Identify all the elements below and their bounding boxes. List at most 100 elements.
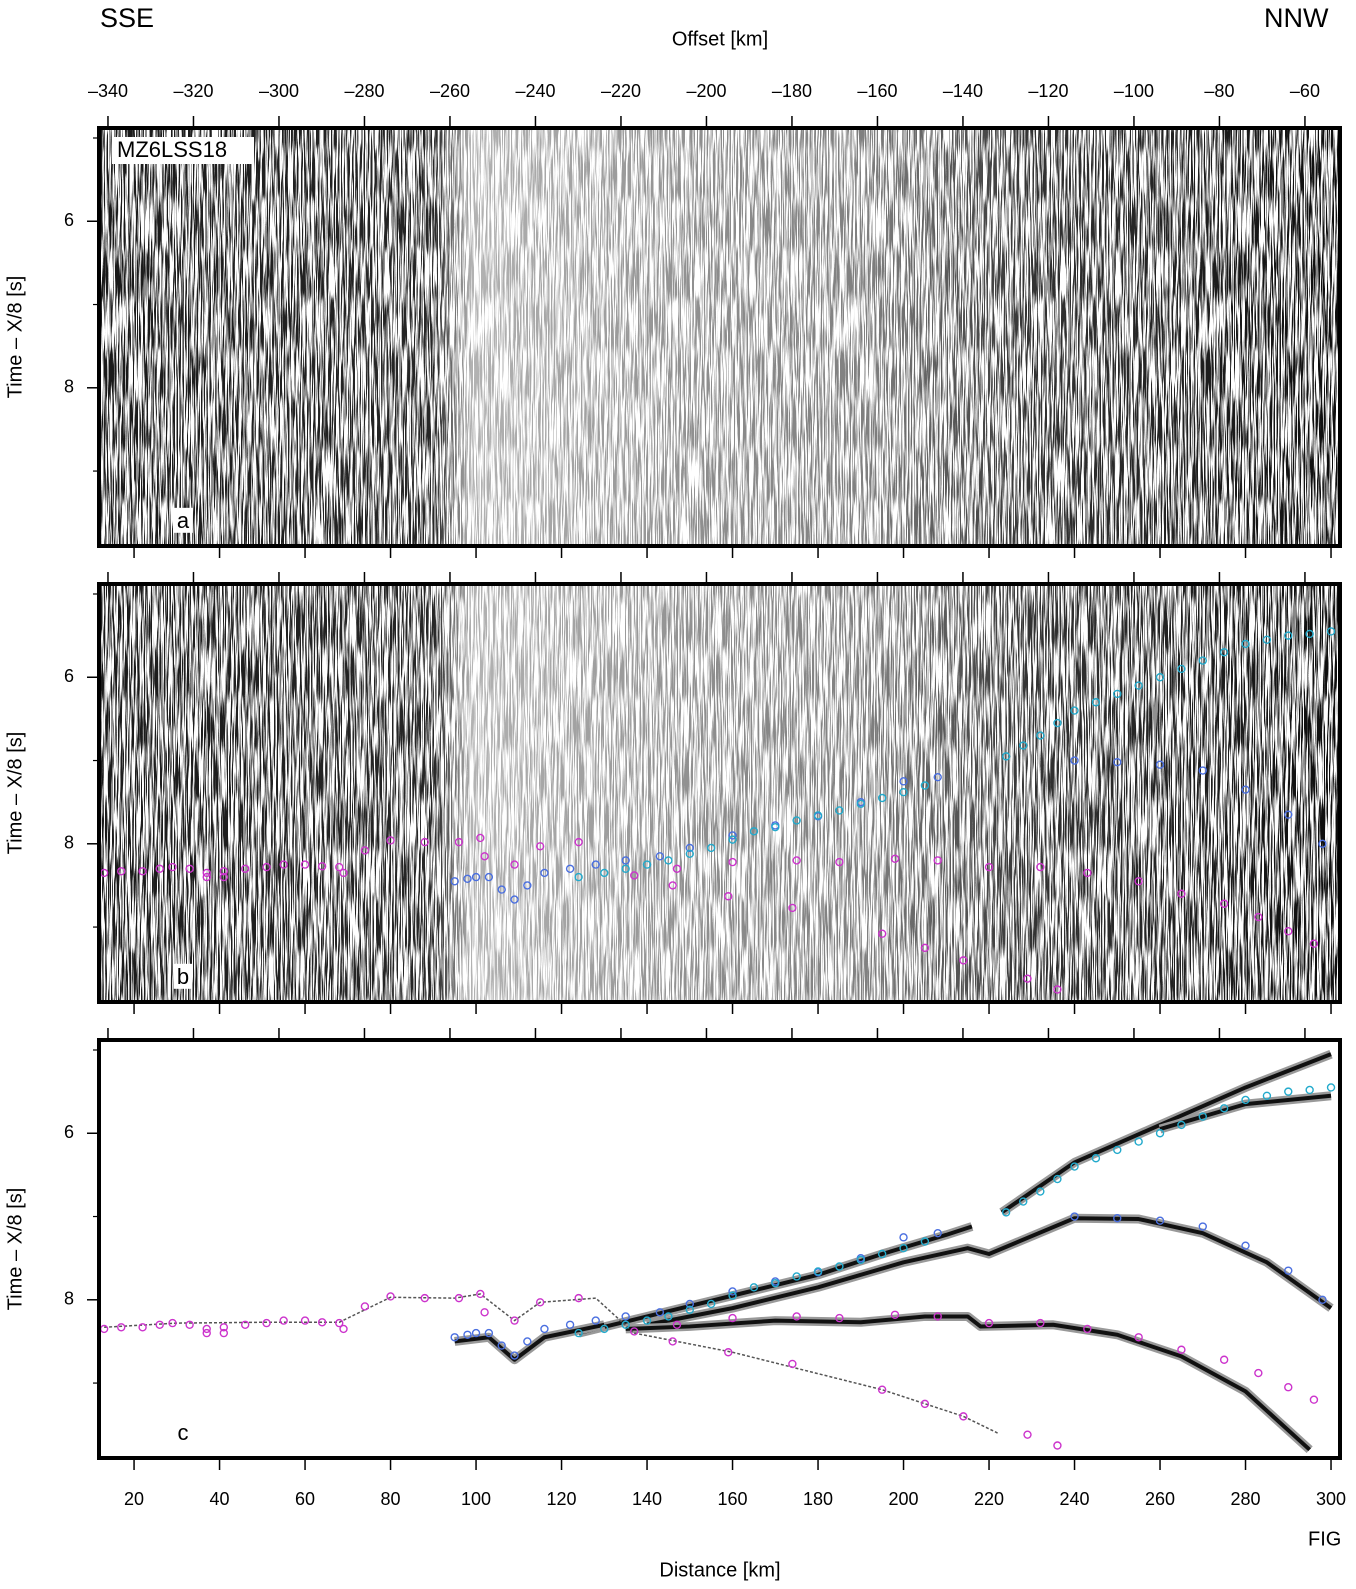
pick xyxy=(497,885,506,894)
pick xyxy=(1241,1241,1250,1250)
pick xyxy=(728,835,737,844)
pick xyxy=(1198,766,1207,775)
pick xyxy=(685,1299,694,1309)
pick xyxy=(1001,752,1011,761)
x2-tick-label: –60 xyxy=(1290,81,1320,101)
pick xyxy=(535,1298,545,1307)
pick xyxy=(1070,1162,1079,1171)
pick xyxy=(1053,1441,1062,1450)
pick xyxy=(1070,706,1079,715)
pick xyxy=(1036,731,1045,740)
pick xyxy=(1083,1324,1092,1334)
x-tick-label: 200 xyxy=(889,1489,919,1509)
pick xyxy=(724,892,733,901)
pick xyxy=(1284,1087,1293,1096)
y-axis-title: Time – X/8 [s] xyxy=(4,276,26,399)
pick xyxy=(185,864,194,873)
x2-tick-label: –220 xyxy=(601,81,641,101)
pick xyxy=(835,1262,844,1271)
pick xyxy=(510,895,519,904)
pick xyxy=(1219,1104,1229,1113)
pick xyxy=(1177,889,1186,898)
pick xyxy=(155,864,164,873)
x-tick-label: 240 xyxy=(1060,1489,1090,1509)
pick xyxy=(664,1312,673,1321)
pick xyxy=(856,1255,865,1265)
x2-tick-label: –300 xyxy=(259,81,299,101)
panel-label: c xyxy=(178,1420,189,1445)
pick xyxy=(219,872,229,882)
pick xyxy=(1053,985,1062,994)
pick xyxy=(565,1320,575,1329)
pick xyxy=(1070,756,1079,765)
pick xyxy=(574,872,583,882)
pick xyxy=(899,1243,908,1253)
pick xyxy=(1219,1355,1229,1364)
pick xyxy=(463,1330,472,1339)
x-tick-label: 140 xyxy=(632,1489,662,1509)
y-tick-label: 6 xyxy=(64,1122,74,1142)
pick xyxy=(600,1324,609,1334)
pick xyxy=(386,1292,395,1301)
pick xyxy=(1036,862,1045,872)
pick xyxy=(1113,1213,1122,1223)
pick xyxy=(1219,648,1229,657)
pick xyxy=(984,862,994,872)
x2-tick-label: –100 xyxy=(1114,81,1154,101)
y-tick-label: 6 xyxy=(64,666,74,686)
pick xyxy=(668,1337,677,1346)
pick xyxy=(621,856,630,865)
pick xyxy=(771,822,780,832)
pick xyxy=(279,1316,288,1325)
pick xyxy=(600,868,609,878)
pick xyxy=(1091,1154,1101,1163)
pick xyxy=(138,1323,147,1332)
pick xyxy=(856,799,865,809)
panel-label: b xyxy=(177,964,189,989)
pick xyxy=(664,856,673,865)
pick xyxy=(655,852,665,861)
pick xyxy=(450,1333,459,1342)
x-tick-label: 60 xyxy=(295,1489,315,1509)
y-tick-label: 8 xyxy=(64,1289,74,1309)
pick xyxy=(480,1308,489,1317)
pick xyxy=(1155,760,1165,769)
seismic-fade xyxy=(99,128,1340,546)
pick xyxy=(1262,1091,1272,1100)
seismic-fade xyxy=(99,584,1340,1002)
pick xyxy=(1309,1395,1319,1404)
pick xyxy=(655,1308,665,1317)
pick xyxy=(728,831,737,840)
y-axis-title: Time – X/8 [s] xyxy=(4,732,26,855)
pick xyxy=(1241,1095,1250,1105)
pick xyxy=(933,772,942,782)
pick xyxy=(1134,877,1143,886)
pick xyxy=(335,862,344,872)
panel-label: a xyxy=(177,508,190,533)
pick xyxy=(1155,1216,1165,1225)
pick xyxy=(1134,681,1143,690)
pick xyxy=(1155,1129,1165,1138)
pick xyxy=(168,862,177,872)
pick xyxy=(1113,1145,1122,1155)
direction-right: NNW xyxy=(1264,3,1329,33)
pick xyxy=(642,860,652,869)
pick xyxy=(1053,1174,1062,1184)
x-tick-label: 100 xyxy=(461,1489,491,1509)
pick xyxy=(591,1316,600,1325)
pick xyxy=(279,860,288,869)
pick xyxy=(450,877,459,886)
pick xyxy=(476,1289,485,1299)
pick xyxy=(685,1305,694,1314)
pick xyxy=(899,777,908,786)
pick xyxy=(262,862,271,872)
pick xyxy=(591,860,600,869)
panel xyxy=(99,128,1340,546)
pick xyxy=(1134,1137,1143,1146)
pick xyxy=(454,1293,464,1303)
pick xyxy=(168,1318,177,1328)
pick xyxy=(117,1323,126,1332)
x-axis-top-title: Offset [km] xyxy=(672,28,768,50)
pick xyxy=(471,872,481,882)
